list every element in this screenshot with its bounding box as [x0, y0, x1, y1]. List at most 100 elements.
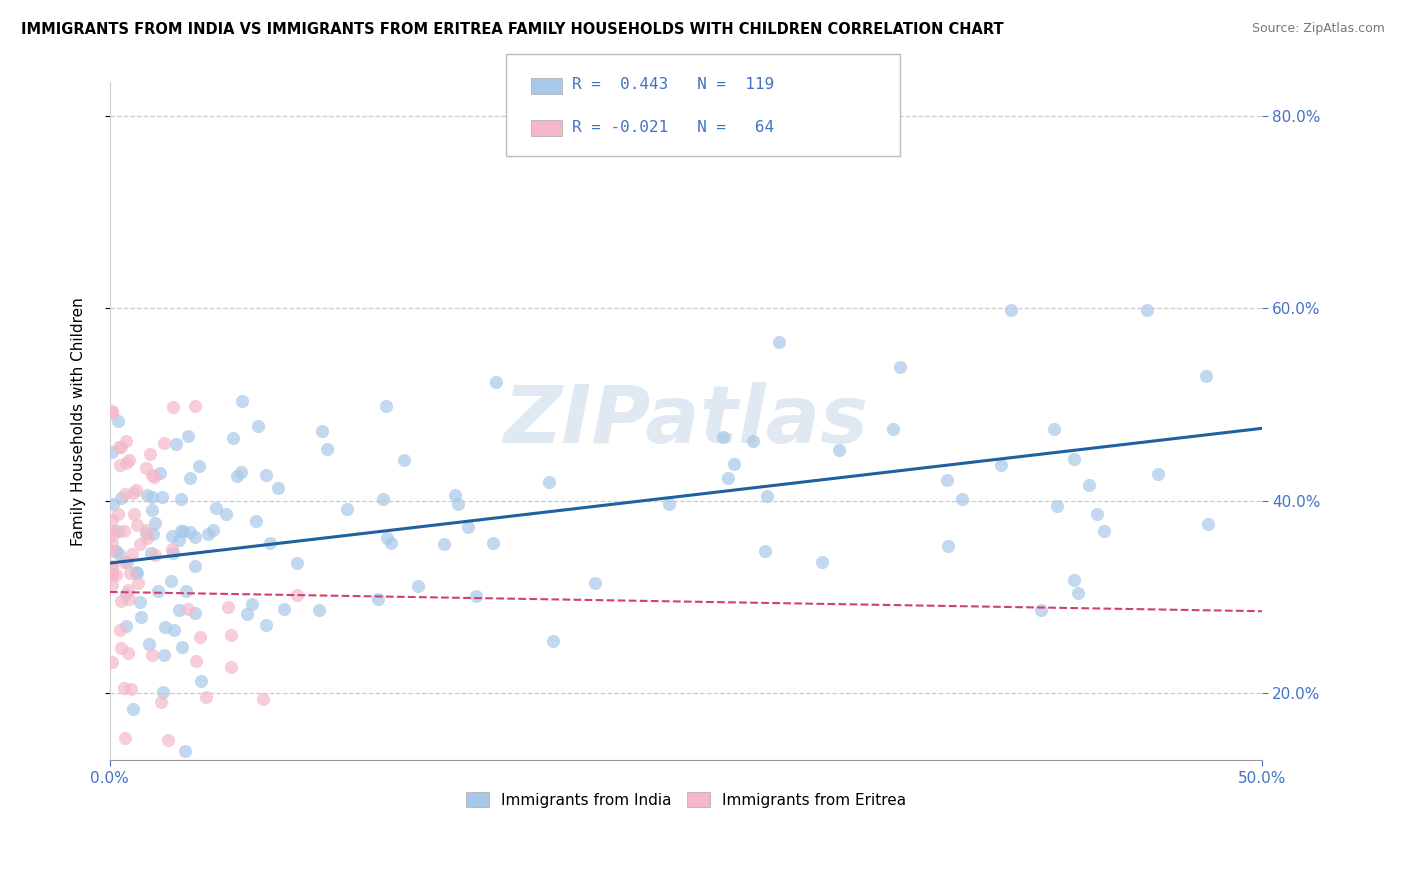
- Point: [1000, 302, 1022, 317]
- Point: [107, 414, 129, 428]
- Point: [108, 440, 131, 454]
- Point: [135, 461, 157, 475]
- Point: [889, 360, 911, 375]
- Point: [170, 524, 193, 539]
- Point: [136, 531, 159, 545]
- Point: [184, 399, 207, 413]
- Point: [375, 531, 398, 545]
- Point: [101, 578, 124, 592]
- Point: [222, 431, 245, 445]
- Point: [172, 640, 194, 654]
- Point: [117, 646, 139, 660]
- Point: [236, 607, 259, 622]
- Point: [127, 566, 149, 581]
- Point: [768, 335, 790, 350]
- Point: [141, 467, 163, 482]
- Y-axis label: Family Households with Children: Family Households with Children: [72, 297, 86, 546]
- Point: [433, 536, 456, 550]
- Point: [375, 399, 398, 413]
- Point: [371, 491, 394, 506]
- Point: [108, 547, 131, 561]
- Point: [711, 430, 734, 444]
- Point: [101, 544, 124, 558]
- Point: [101, 537, 124, 551]
- Point: [165, 437, 187, 451]
- Point: [1197, 517, 1219, 532]
- Point: [177, 601, 200, 615]
- Point: [149, 466, 172, 480]
- Point: [217, 599, 239, 614]
- Point: [120, 681, 142, 696]
- Text: ZIPatlas: ZIPatlas: [503, 382, 869, 460]
- Point: [160, 541, 183, 556]
- Point: [105, 544, 128, 558]
- Point: [115, 619, 138, 633]
- Point: [122, 508, 145, 522]
- Point: [121, 702, 143, 716]
- Point: [1085, 508, 1108, 522]
- Point: [115, 456, 138, 470]
- Point: [215, 507, 238, 521]
- Point: [125, 483, 148, 497]
- Point: [221, 659, 243, 673]
- Point: [108, 458, 131, 473]
- Point: [285, 588, 308, 602]
- Point: [231, 393, 253, 408]
- Point: [658, 497, 681, 511]
- Point: [541, 634, 564, 648]
- Point: [101, 656, 124, 670]
- Text: Source: ZipAtlas.com: Source: ZipAtlas.com: [1251, 22, 1385, 36]
- Point: [162, 546, 184, 560]
- Point: [169, 533, 191, 547]
- Point: [481, 536, 503, 550]
- Point: [128, 537, 150, 551]
- Point: [1136, 303, 1159, 318]
- Point: [742, 434, 765, 448]
- Point: [107, 507, 129, 521]
- Legend: Immigrants from India, Immigrants from Eritrea: Immigrants from India, Immigrants from E…: [460, 786, 912, 814]
- Point: [226, 468, 249, 483]
- Point: [267, 481, 290, 495]
- Point: [139, 546, 162, 560]
- Point: [101, 404, 124, 418]
- Point: [101, 528, 124, 542]
- Point: [114, 731, 136, 745]
- Point: [114, 487, 136, 501]
- Point: [125, 518, 148, 533]
- Point: [101, 567, 124, 582]
- Point: [160, 529, 183, 543]
- Point: [101, 567, 124, 582]
- Point: [583, 575, 606, 590]
- Point: [464, 589, 486, 603]
- Point: [380, 536, 402, 550]
- Point: [143, 548, 166, 562]
- Point: [990, 458, 1012, 472]
- Point: [152, 685, 174, 699]
- Point: [101, 558, 124, 573]
- Point: [184, 606, 207, 620]
- Point: [754, 543, 776, 558]
- Point: [138, 637, 160, 651]
- Point: [150, 491, 173, 505]
- Point: [101, 406, 124, 420]
- Point: [406, 579, 429, 593]
- Point: [308, 603, 330, 617]
- Point: [882, 422, 904, 436]
- Point: [810, 555, 832, 569]
- Point: [117, 583, 139, 598]
- Point: [101, 524, 124, 538]
- Point: [1092, 524, 1115, 538]
- Point: [457, 519, 479, 533]
- Point: [112, 524, 135, 539]
- Point: [316, 442, 339, 457]
- Point: [190, 674, 212, 689]
- Point: [142, 527, 165, 541]
- Point: [118, 591, 141, 606]
- Point: [252, 691, 274, 706]
- Point: [101, 513, 124, 527]
- Point: [156, 732, 179, 747]
- Point: [129, 609, 152, 624]
- Point: [756, 489, 779, 503]
- Point: [160, 574, 183, 589]
- Point: [101, 497, 124, 511]
